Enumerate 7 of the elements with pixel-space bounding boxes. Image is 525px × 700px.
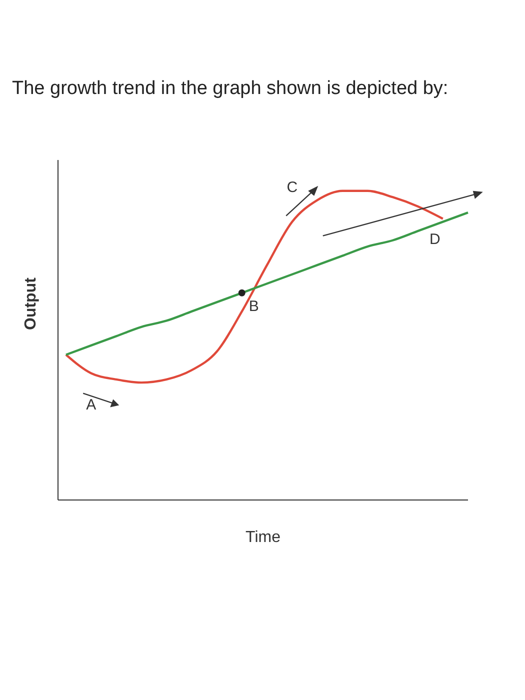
x-axis-title: Time [246,529,281,546]
y-axis-title: Output [22,276,40,330]
annotation: D [429,230,440,248]
annotation: A [86,396,96,414]
annotation: C [286,178,298,196]
chart-title: The growth trend in the graph shown is depicted by: [11,77,450,101]
annotation: B [248,298,259,315]
